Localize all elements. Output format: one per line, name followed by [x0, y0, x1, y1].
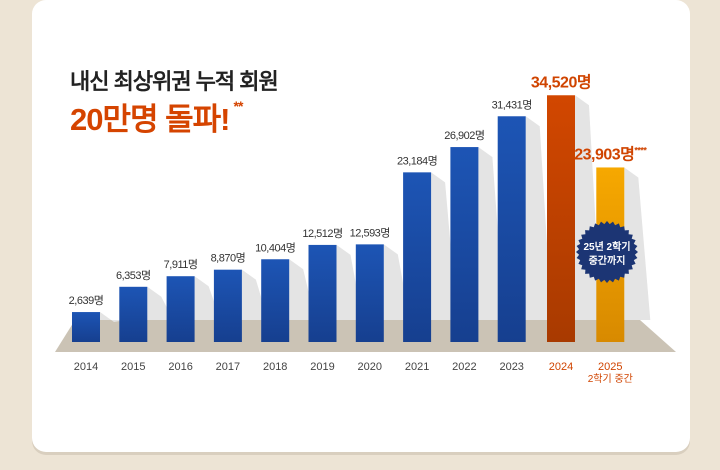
data-label-2023: 31,431명	[492, 98, 532, 111]
data-label-2021: 23,184명	[397, 154, 437, 167]
bar-2016	[166, 276, 195, 342]
data-label-2022: 26,902명	[444, 129, 484, 142]
data-label-2014: 2,639명	[69, 294, 104, 307]
bar-2014	[72, 312, 100, 342]
x-tick-2020: 2020	[358, 361, 382, 373]
bar-2023	[497, 116, 526, 343]
data-label-2020: 12,593명	[350, 226, 390, 239]
badge-line1: 25년 2학기	[583, 240, 630, 253]
data-label-2017: 8,870명	[211, 252, 246, 265]
bar-shadow	[525, 116, 552, 321]
bar-2021	[403, 172, 432, 342]
x-tick-2017: 2017	[216, 361, 240, 373]
x-tick-2022: 2022	[452, 361, 476, 373]
x-tick-2019: 2019	[310, 361, 334, 373]
x-tick-2023: 2023	[499, 361, 523, 373]
data-label-2015: 6,353명	[116, 269, 151, 282]
title-line2: 20만명 돌파! **	[70, 94, 244, 139]
data-label-2025: 23,903명****	[574, 145, 647, 163]
title-line1: 내신 최상위권 누적 회원	[70, 69, 279, 94]
x-tick-2021: 2021	[405, 361, 429, 373]
bar-shadow	[100, 312, 126, 323]
bar-2015	[119, 286, 148, 342]
x-tick-2016: 2016	[168, 361, 192, 373]
data-label-2016: 7,911명	[164, 258, 198, 271]
data-label-2018: 10,404명	[255, 241, 295, 254]
bar-2019	[308, 244, 337, 342]
title-highlight: 20만명 돌파!	[70, 102, 230, 137]
bar-shadow	[624, 167, 651, 320]
x-tick-2024: 2024	[549, 361, 573, 373]
data-label-2019: 12,512명	[302, 227, 342, 240]
data-label-2024: 34,520명	[531, 73, 591, 91]
title-footnote-mark: **	[233, 98, 244, 114]
x-sublabel-2025: 2학기 중간	[588, 373, 633, 385]
bar-2020	[355, 244, 384, 342]
bar-2022	[450, 147, 479, 342]
x-tick-2018: 2018	[263, 361, 287, 373]
bar-2024	[547, 95, 575, 342]
x-tick-2025: 2025	[598, 361, 622, 373]
x-tick-2015: 2015	[121, 361, 145, 373]
x-tick-2014: 2014	[74, 361, 98, 373]
bar-2018	[261, 259, 290, 342]
badge-line2: 중간까지	[589, 254, 626, 267]
period-badge	[576, 221, 638, 283]
bar-2017	[213, 269, 242, 342]
